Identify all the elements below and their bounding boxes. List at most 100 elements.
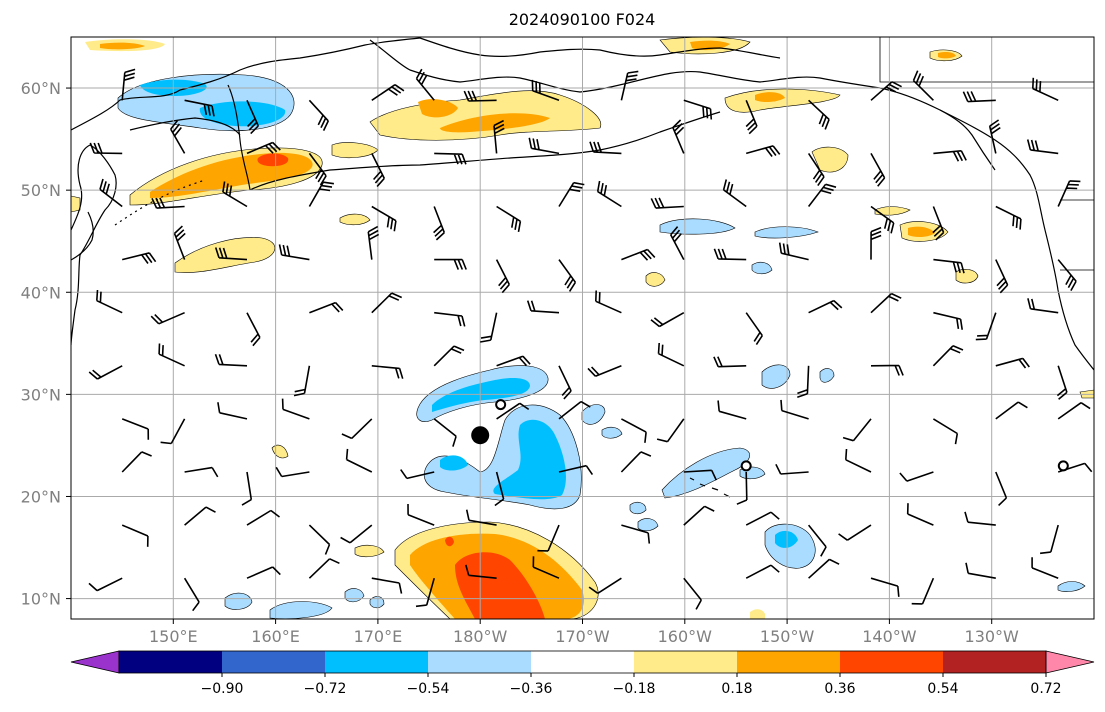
shade-orange-bering2 [440, 113, 550, 133]
wind-barb-102 [495, 259, 511, 294]
wind-barb-105 [669, 226, 685, 260]
shade-cyan-small-22n [440, 455, 468, 471]
wind-barb-150 [463, 90, 497, 102]
wind-barb-61 [932, 418, 959, 445]
wind-barb-111 [1057, 259, 1077, 291]
lon-tick-label-0: 150°E [149, 627, 198, 646]
wind-barb-159 [1032, 77, 1059, 102]
wind-barb-79 [1056, 365, 1068, 400]
wind-barb-45 [899, 471, 934, 482]
wind-barb-137 [672, 119, 685, 154]
wind-barb-33 [184, 466, 219, 478]
colorbar-tick-label-8: 0.72 [1030, 681, 1061, 697]
shade-orange-bering [418, 99, 458, 118]
shade-lightblue-26n-east [581, 404, 606, 425]
wind-barb-99 [278, 244, 310, 261]
wind-barb-156 [870, 81, 902, 101]
wind-barb-69 [433, 345, 465, 367]
wind-barb-139 [807, 152, 825, 187]
shade-yellow-alaska [724, 88, 841, 113]
wind-barb-154 [745, 99, 758, 135]
shade-lightblue-hawaii [661, 447, 750, 499]
shade-yellow-east3 [874, 206, 911, 216]
lon-tick-label-6: 150°W [760, 627, 815, 646]
wind-barb-26 [745, 511, 780, 526]
colorbar-tick-label-2: −0.54 [407, 681, 450, 697]
wind-barb-60 [842, 418, 872, 442]
wind-barb-3 [308, 558, 340, 579]
wind-barb-8 [588, 577, 622, 594]
ring-marker-2 [740, 460, 752, 472]
wind-barb-48 [121, 418, 150, 440]
wind-barb-94 [975, 312, 997, 341]
wind-barb-141 [933, 150, 967, 162]
lon-tick-label-4: 170°W [555, 627, 610, 646]
wind-barb-87 [526, 300, 560, 314]
wind-barb-9 [683, 577, 703, 610]
coast-aleutians [249, 111, 721, 191]
wind-barb-5 [415, 577, 435, 608]
wind-barb-19 [308, 524, 331, 555]
wind-barb-126 [995, 205, 1022, 230]
wind-barb-101 [434, 258, 467, 270]
wind-barb-133 [434, 152, 467, 165]
wind-barb-152 [620, 70, 639, 101]
wind-barb-52 [341, 418, 373, 440]
wind-barb-43 [775, 463, 809, 475]
wind-barb-78 [995, 357, 1030, 369]
wind-barb-110 [995, 259, 1009, 294]
shade-yellow-mid1 [339, 213, 371, 226]
colorbar-frame [118, 650, 1047, 674]
storm-center-dot-0 [471, 426, 490, 445]
shade-lightblue-sw [224, 592, 253, 610]
wind-barb-104 [621, 248, 656, 261]
wind-barb-34 [241, 471, 253, 506]
wind-barb-118 [496, 205, 522, 233]
colorbar-tick-label-6: 0.36 [824, 681, 855, 697]
wind-barb-65 [158, 343, 185, 367]
wind-barb-153 [683, 99, 713, 120]
wind-barb-148 [371, 84, 405, 101]
colorbar-tick-label-5: 0.18 [721, 681, 752, 697]
wind-barb-30 [964, 511, 996, 526]
wind-barb-96 [122, 252, 157, 264]
shade-cyan-central [432, 378, 530, 412]
lat-tick-label-3: 30°N [21, 385, 61, 404]
wind-barb-15 [1031, 557, 1059, 579]
shade-yellow-42n [174, 237, 275, 273]
wind-barb-91 [808, 299, 843, 314]
wind-barb-10 [745, 564, 780, 579]
wind-barb-97 [173, 225, 186, 260]
wind-barb-138 [745, 145, 781, 157]
shade-lightblue-31n [761, 364, 791, 389]
wind-barb-88 [595, 290, 622, 314]
wind-barb-149 [415, 68, 435, 101]
wind-barb-73 [657, 342, 685, 367]
wind-barb-2 [246, 566, 281, 579]
shade-yellow-gulf [811, 146, 849, 173]
wind-barb-142 [988, 119, 1001, 154]
wind-barb-35 [275, 466, 310, 478]
wind-barb-17 [184, 506, 216, 526]
coast-kamchatka [227, 84, 251, 191]
shade-red-south2 [445, 536, 454, 547]
lon-tick-label-3: 180°W [453, 627, 508, 646]
plot-area [71, 37, 1094, 619]
shade-orange-alaska [755, 92, 785, 103]
shade-lightblue-sw4 [369, 596, 385, 609]
wind-barb-117 [433, 206, 446, 241]
colorbar: −0.90 −0.72 −0.54 −0.36 −0.18 0.18 0.36 0.54 0.7… [70, 650, 1095, 697]
wind-barb-31 [1040, 524, 1059, 555]
wind-barb-14 [965, 562, 996, 579]
figure-title: 2024090100 F024 [509, 10, 656, 29]
wind-barb-63 [1057, 402, 1091, 420]
lat-tick-label-0: 60°N [21, 79, 61, 98]
wind-barb-64 [88, 365, 123, 380]
wind-barb-143 [1026, 139, 1059, 155]
shade-cyan-14n [775, 530, 798, 548]
wind-barb-28 [838, 524, 872, 541]
wind-barb-136 [589, 141, 622, 155]
wind-barb-100 [367, 225, 380, 260]
wind-barb-157 [912, 70, 934, 101]
wind-barb-27 [807, 524, 827, 557]
